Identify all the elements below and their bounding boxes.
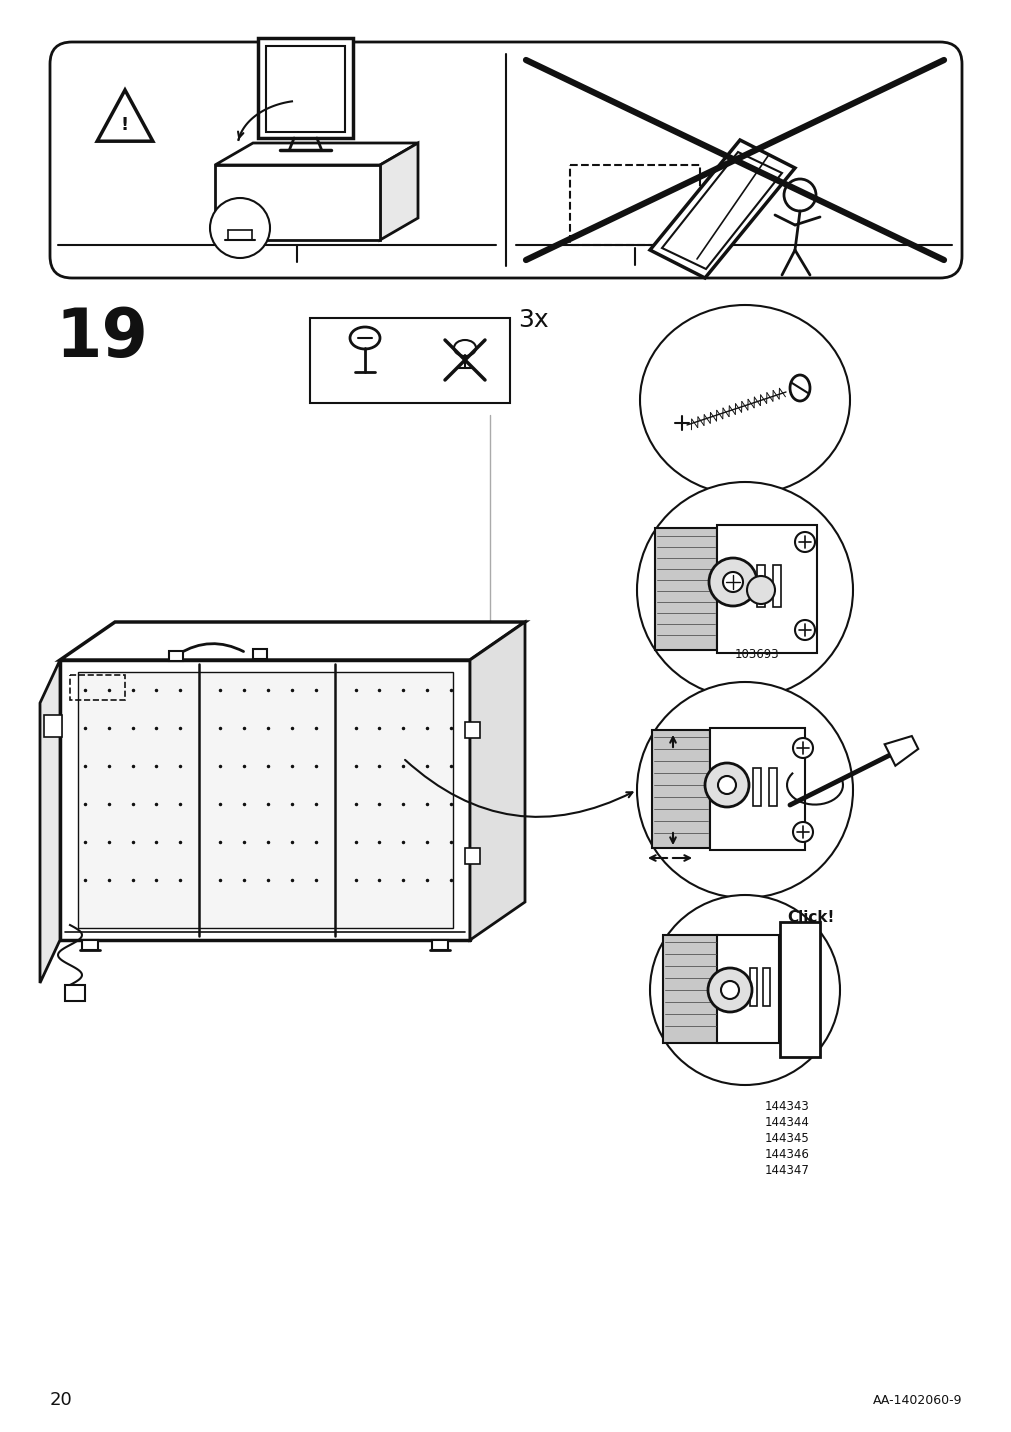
Circle shape xyxy=(795,533,814,551)
Bar xyxy=(82,939,98,949)
Bar xyxy=(78,672,453,928)
Circle shape xyxy=(709,558,756,606)
Circle shape xyxy=(746,576,774,604)
Polygon shape xyxy=(884,736,917,766)
Bar xyxy=(716,935,778,1042)
Text: Click!: Click! xyxy=(787,909,833,925)
Text: !: ! xyxy=(121,116,129,135)
Bar xyxy=(762,968,769,1007)
Polygon shape xyxy=(60,621,525,660)
Text: 20: 20 xyxy=(50,1390,73,1409)
Circle shape xyxy=(636,682,852,898)
FancyBboxPatch shape xyxy=(50,42,961,278)
Bar xyxy=(651,730,710,848)
Text: 144344: 144344 xyxy=(764,1116,809,1128)
Circle shape xyxy=(793,822,812,842)
Polygon shape xyxy=(469,621,525,939)
Text: 103693: 103693 xyxy=(734,649,778,662)
Text: AA-1402060-9: AA-1402060-9 xyxy=(871,1393,961,1406)
Polygon shape xyxy=(649,140,795,278)
Text: 19: 19 xyxy=(55,305,148,371)
Circle shape xyxy=(708,968,751,1012)
Circle shape xyxy=(722,571,742,591)
Text: 144347: 144347 xyxy=(764,1164,809,1177)
Circle shape xyxy=(705,763,748,808)
Bar xyxy=(752,768,760,806)
Circle shape xyxy=(784,179,815,211)
Circle shape xyxy=(210,198,270,258)
Bar xyxy=(716,526,816,653)
Bar xyxy=(169,650,183,660)
Bar xyxy=(756,566,764,607)
Polygon shape xyxy=(214,143,418,165)
Bar xyxy=(464,722,479,737)
Ellipse shape xyxy=(454,339,475,357)
Bar xyxy=(43,715,62,737)
Text: 144343: 144343 xyxy=(764,1100,809,1113)
Circle shape xyxy=(795,620,814,640)
Bar xyxy=(464,848,479,863)
Polygon shape xyxy=(214,165,379,241)
Polygon shape xyxy=(258,39,353,137)
Bar xyxy=(662,935,717,1042)
Bar xyxy=(768,768,776,806)
Polygon shape xyxy=(379,143,418,241)
Polygon shape xyxy=(97,90,153,142)
Bar xyxy=(779,922,819,1057)
Circle shape xyxy=(720,981,738,1000)
Bar xyxy=(309,318,510,402)
Circle shape xyxy=(649,895,839,1085)
Bar xyxy=(710,727,804,851)
Polygon shape xyxy=(40,660,60,982)
Ellipse shape xyxy=(350,326,379,349)
Bar xyxy=(654,528,716,650)
Bar xyxy=(432,939,448,949)
Text: 3x: 3x xyxy=(518,308,548,332)
Bar xyxy=(65,985,85,1001)
Ellipse shape xyxy=(639,305,849,495)
Ellipse shape xyxy=(790,375,809,401)
Bar xyxy=(253,649,267,659)
Bar xyxy=(749,968,756,1007)
Text: 144345: 144345 xyxy=(764,1133,809,1146)
Bar xyxy=(772,566,780,607)
Text: 144346: 144346 xyxy=(764,1148,809,1161)
Circle shape xyxy=(636,483,852,697)
Circle shape xyxy=(793,737,812,758)
Circle shape xyxy=(717,776,735,793)
